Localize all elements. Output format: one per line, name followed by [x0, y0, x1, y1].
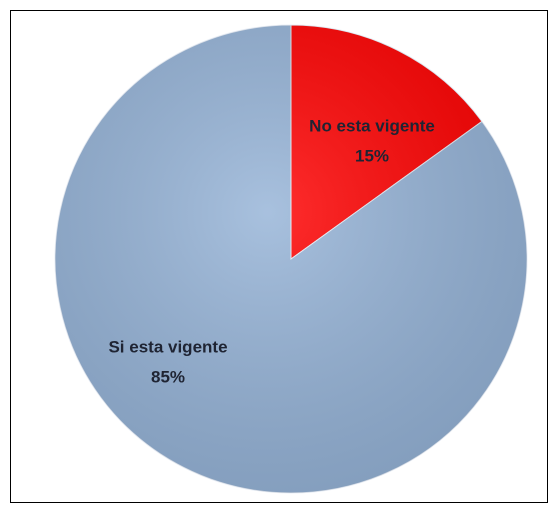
slice-label: No esta vigente: [309, 116, 435, 135]
slice-label: Si esta vigente: [108, 337, 227, 356]
labels: No esta vigente 15% Si esta vigente 85%: [108, 116, 434, 386]
slice-value-label: 15%: [355, 146, 389, 165]
slice-value-label: 85%: [151, 367, 185, 386]
pie: [54, 24, 528, 494]
